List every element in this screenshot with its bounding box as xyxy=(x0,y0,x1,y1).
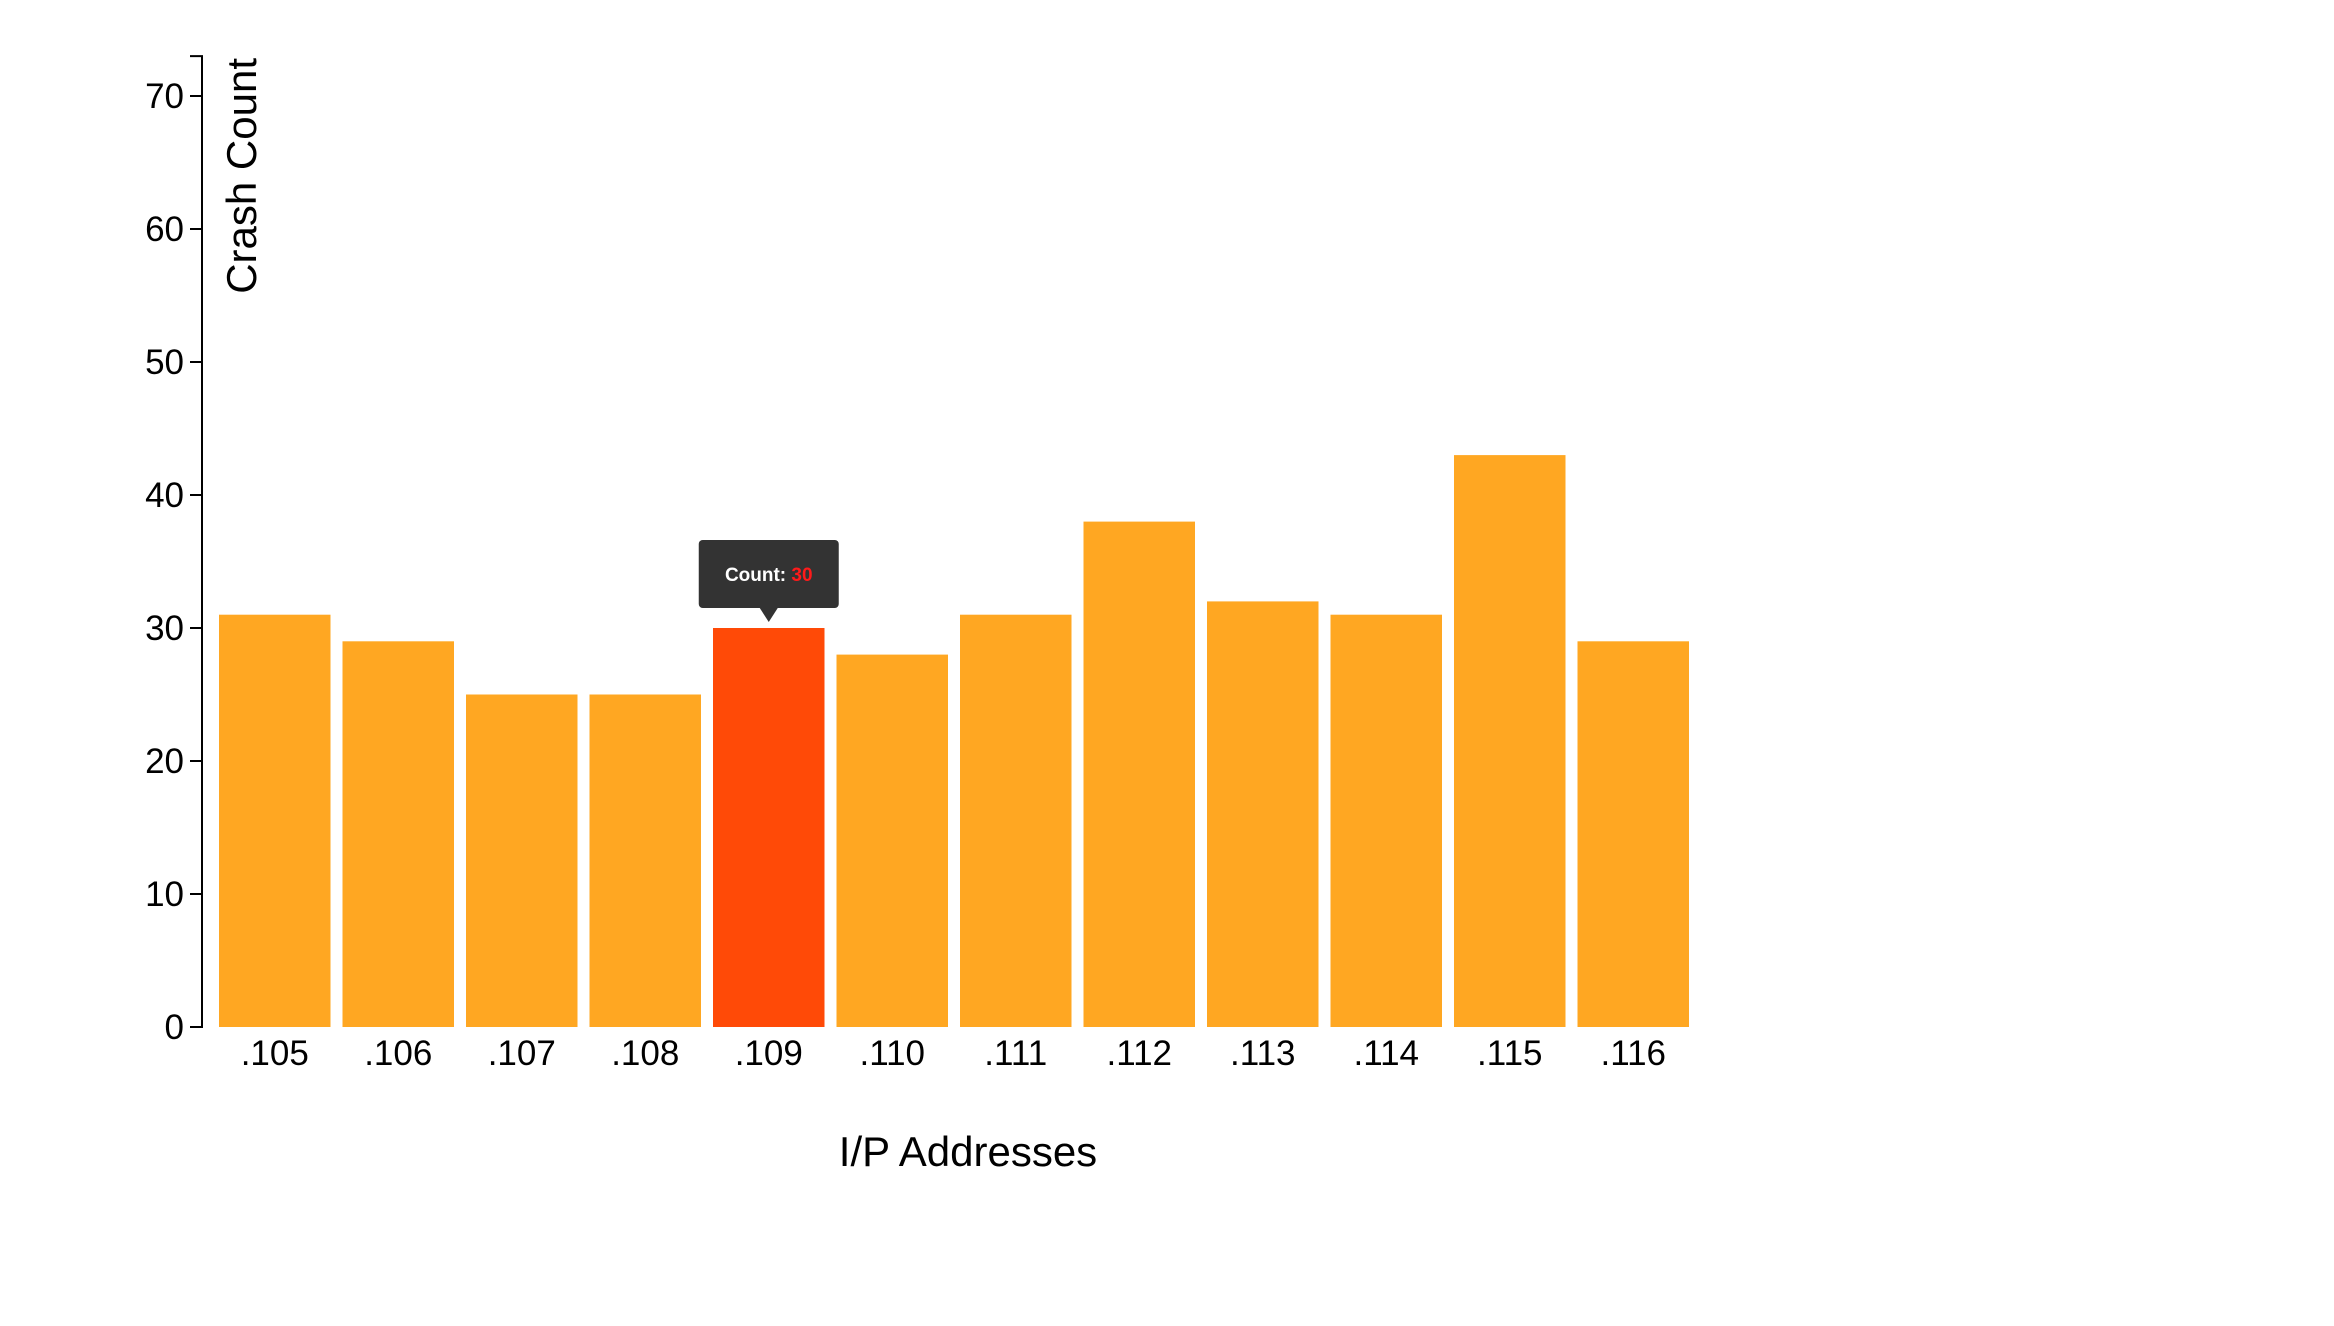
bar-115[interactable] xyxy=(1454,455,1566,1028)
y-tick-label: 50 xyxy=(145,343,184,382)
x-tick-label: .116 xyxy=(1600,1034,1666,1073)
bar-111[interactable] xyxy=(960,614,1072,1027)
bar-106[interactable] xyxy=(342,641,455,1027)
bar-110[interactable] xyxy=(836,654,949,1027)
x-tick-label: .113 xyxy=(1230,1034,1296,1073)
x-tick-label: .112 xyxy=(1106,1034,1172,1073)
bar-113[interactable] xyxy=(1207,601,1319,1027)
x-tick-label: .109 xyxy=(735,1034,803,1073)
x-tick-label: .111 xyxy=(984,1034,1047,1073)
bar-112[interactable] xyxy=(1083,521,1196,1027)
y-axis-label: Crash Count xyxy=(218,58,265,294)
x-axis: .105 .106 .107 .108 .109 .110 .111 .112 .113 .114… xyxy=(241,1034,1666,1073)
bars xyxy=(219,455,1690,1028)
bar-108[interactable] xyxy=(589,694,702,1028)
x-tick-label: .106 xyxy=(364,1034,432,1073)
x-tick-label: .105 xyxy=(241,1034,309,1073)
x-tick-label: .114 xyxy=(1353,1034,1419,1073)
tooltip-count-value: 30 xyxy=(791,565,812,586)
y-tick-label: 10 xyxy=(145,875,184,914)
bar-107[interactable] xyxy=(466,694,578,1028)
x-tick-label: .110 xyxy=(859,1034,925,1073)
tooltip-text: Count: 30 xyxy=(725,565,813,586)
bar-116[interactable] xyxy=(1577,641,1690,1027)
tooltip: Count: 30 xyxy=(698,540,839,622)
x-tick-label: .107 xyxy=(488,1034,556,1073)
x-axis-label: I/P Addresses xyxy=(839,1128,1097,1175)
bar-114[interactable] xyxy=(1330,614,1443,1027)
x-tick-label: .115 xyxy=(1477,1034,1543,1073)
y-tick-label: 30 xyxy=(145,609,184,648)
y-tick-label: 60 xyxy=(145,210,184,249)
y-tick-label: 0 xyxy=(165,1008,184,1047)
tooltip-box xyxy=(698,540,839,608)
y-tick-label: 40 xyxy=(145,476,184,515)
x-tick-label: .108 xyxy=(611,1034,679,1073)
tooltip-arrow xyxy=(759,608,778,622)
y-tick-label: 70 xyxy=(145,77,184,116)
bar-105[interactable] xyxy=(219,614,331,1027)
tooltip-count-label: Count: xyxy=(725,565,791,586)
y-axis: 0 10 20 30 40 50 60 70 xyxy=(145,55,203,1047)
y-tick-label: 20 xyxy=(145,742,184,781)
y-axis-line xyxy=(190,55,203,1028)
bar-109[interactable] xyxy=(713,628,825,1027)
